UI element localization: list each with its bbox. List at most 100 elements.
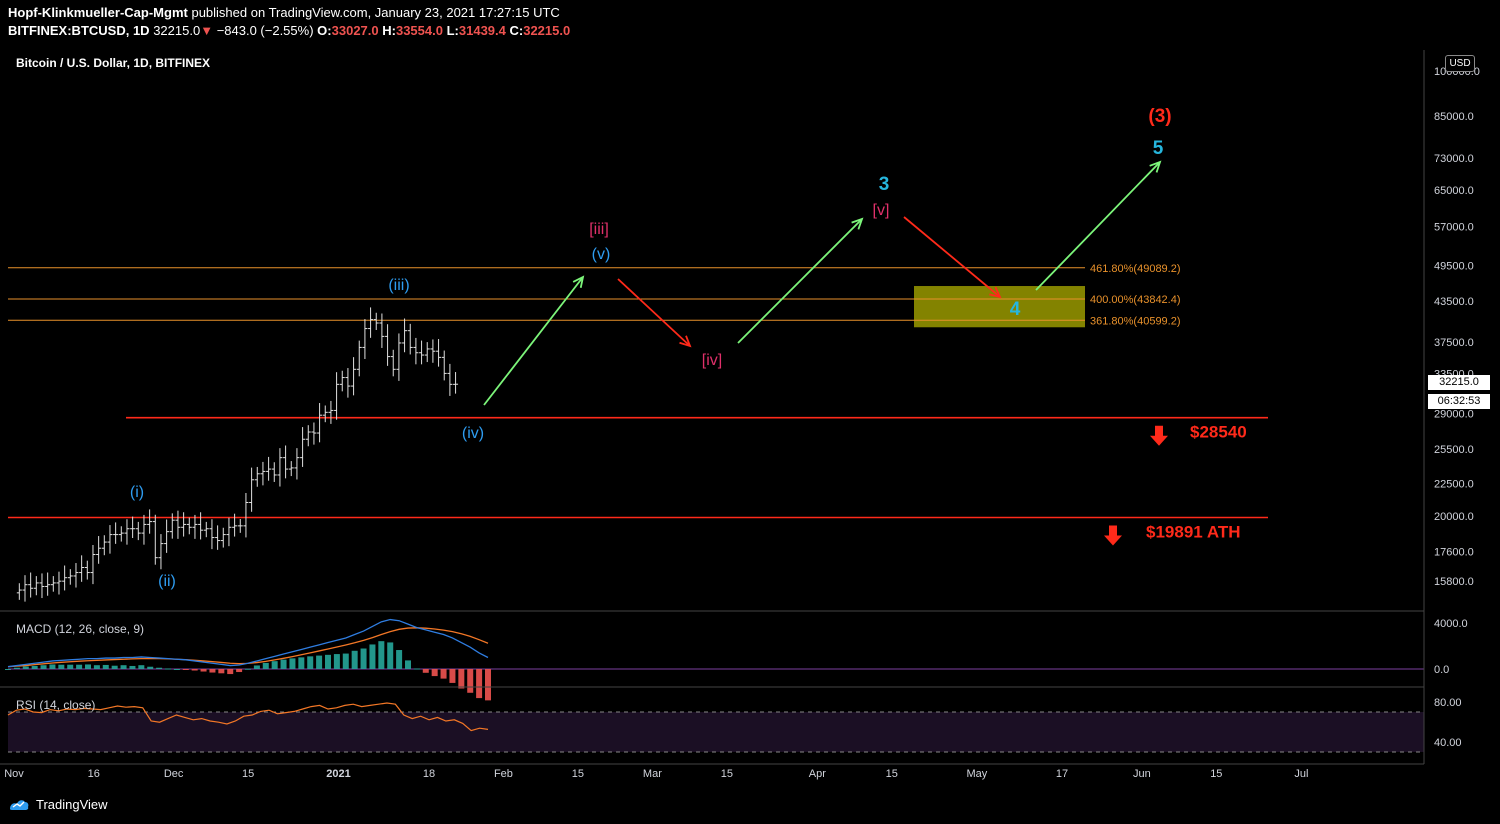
macd-histogram-bar bbox=[165, 668, 171, 670]
wave-label: [iii] bbox=[589, 221, 609, 238]
x-tick-label: Nov bbox=[4, 768, 24, 780]
symbol-label[interactable]: BITFINEX:BTCUSD, 1D bbox=[8, 23, 150, 38]
x-tick-label: Feb bbox=[494, 768, 513, 780]
macd-histogram-bar bbox=[253, 665, 260, 669]
close-value: 32215.0 bbox=[523, 23, 571, 38]
macd-histogram-bar bbox=[67, 664, 74, 669]
fib-level-label: 361.80%(40599.2) bbox=[1090, 315, 1181, 327]
macd-histogram-bar bbox=[58, 664, 65, 669]
pane-title: Bitcoin / U.S. Dollar, 1D, BITFINEX bbox=[16, 56, 211, 70]
macd-histogram-bar bbox=[422, 669, 429, 673]
macd-histogram-bar bbox=[22, 666, 29, 669]
wave-label: (iii) bbox=[388, 277, 409, 294]
open-label: O: bbox=[317, 23, 332, 38]
projection-arrow bbox=[483, 276, 584, 406]
x-tick-label: 15 bbox=[886, 768, 898, 780]
rsi-tick-label: 40.00 bbox=[1434, 737, 1462, 749]
macd-histogram-bar bbox=[396, 650, 403, 669]
price-change: −843.0 (−2.55%) bbox=[216, 23, 314, 38]
wave-label: 3 bbox=[879, 174, 890, 195]
y-tick-label: 65000.0 bbox=[1434, 185, 1474, 197]
macd-histogram-bar bbox=[13, 667, 20, 669]
x-tick-label: 2021 bbox=[326, 768, 350, 780]
rsi-title: RSI (14, close) bbox=[16, 698, 96, 712]
macd-histogram-bar bbox=[413, 668, 420, 670]
macd-histogram-bar bbox=[262, 662, 269, 669]
fib-level-label: 461.80%(49089.2) bbox=[1090, 263, 1181, 275]
down-arrow-icon bbox=[1150, 425, 1168, 446]
wave-label: (v) bbox=[592, 246, 611, 263]
macd-histogram-bar bbox=[227, 669, 234, 675]
macd-histogram-bar bbox=[218, 669, 225, 674]
macd-histogram-bar bbox=[173, 669, 180, 670]
macd-tick-label: 0.0 bbox=[1434, 664, 1449, 676]
arrow-head-icon bbox=[851, 217, 864, 230]
projection-arrow bbox=[617, 278, 691, 347]
rsi-line bbox=[7, 702, 489, 732]
countdown-badge: 06:32:53 bbox=[1428, 394, 1490, 409]
x-tick-label: 15 bbox=[721, 768, 733, 780]
macd-histogram-bar bbox=[31, 665, 38, 669]
low-value: 31439.4 bbox=[458, 23, 506, 38]
change-arrow-icon: ▼ bbox=[200, 23, 214, 38]
x-tick-label: 18 bbox=[423, 768, 435, 780]
y-tick-label: 29000.0 bbox=[1434, 408, 1474, 420]
y-tick-label: 73000.0 bbox=[1434, 153, 1474, 165]
x-tick-label: 17 bbox=[1056, 768, 1068, 780]
macd-histogram-bar bbox=[440, 669, 447, 679]
macd-histogram-bar bbox=[280, 659, 287, 669]
high-label: H: bbox=[382, 23, 396, 38]
macd-histogram-bar bbox=[236, 669, 243, 673]
rsi-band bbox=[8, 712, 1424, 752]
y-tick-label: 57000.0 bbox=[1434, 221, 1474, 233]
y-tick-label: 15800.0 bbox=[1434, 576, 1474, 588]
brand-name: TradingView bbox=[36, 796, 108, 812]
macd-title: MACD (12, 26, close, 9) bbox=[16, 622, 145, 636]
macd-histogram-bar bbox=[102, 664, 109, 669]
macd-histogram-bar bbox=[405, 660, 411, 669]
macd-histogram-bar bbox=[378, 641, 385, 669]
macd-histogram-bar bbox=[76, 664, 83, 669]
x-tick-label: Dec bbox=[164, 768, 184, 780]
macd-histogram-bar bbox=[147, 666, 154, 669]
publisher-name[interactable]: Hopf-Klinkmueller-Cap-Mgmt bbox=[8, 5, 188, 20]
currency-badge[interactable]: USD bbox=[1445, 55, 1475, 72]
x-tick-label: Mar bbox=[643, 768, 662, 780]
macd-histogram-bar bbox=[191, 669, 198, 671]
macd-histogram-bar bbox=[120, 665, 127, 669]
macd-histogram-bar bbox=[369, 644, 376, 669]
wave-label: (ii) bbox=[158, 573, 176, 590]
footer[interactable]: TradingView bbox=[8, 796, 108, 812]
macd-histogram-bar bbox=[360, 648, 367, 669]
x-tick-label: Jun bbox=[1133, 768, 1151, 780]
wave-label: 4 bbox=[1010, 299, 1021, 320]
macd-line bbox=[7, 618, 489, 668]
macd-histogram-bar bbox=[476, 669, 483, 699]
y-tick-label: 17600.0 bbox=[1434, 546, 1474, 558]
macd-histogram-bar bbox=[129, 665, 136, 669]
wave-label: 5 bbox=[1153, 138, 1164, 159]
wave-label: (iv) bbox=[462, 425, 484, 442]
fib-level-label: 400.00%(43842.4) bbox=[1090, 294, 1181, 306]
macd-histogram-bar bbox=[485, 669, 491, 701]
macd-histogram-bar bbox=[289, 658, 296, 669]
open-value: 33027.0 bbox=[331, 23, 379, 38]
macd-histogram-bar bbox=[316, 655, 323, 669]
y-tick-label: 85000.0 bbox=[1434, 111, 1474, 123]
published-text: published on TradingView.com, January 23… bbox=[191, 5, 560, 20]
projection-arrow bbox=[1035, 161, 1161, 291]
y-tick-label: 43500.0 bbox=[1434, 296, 1474, 308]
macd-histogram-bar bbox=[458, 669, 465, 689]
macd-histogram-bar bbox=[138, 665, 145, 669]
x-tick-label: Jul bbox=[1294, 768, 1308, 780]
macd-histogram-bar bbox=[342, 653, 349, 669]
y-tick-label: 25500.0 bbox=[1434, 444, 1474, 456]
macd-histogram-bar bbox=[40, 665, 47, 669]
macd-histogram-bar bbox=[182, 669, 189, 670]
macd-histogram-bar bbox=[200, 669, 207, 672]
y-tick-label: 20000.0 bbox=[1434, 511, 1474, 523]
macd-histogram-bar bbox=[351, 650, 358, 669]
macd-histogram-bar bbox=[467, 669, 474, 693]
rsi-tick-label: 80.00 bbox=[1434, 697, 1462, 709]
